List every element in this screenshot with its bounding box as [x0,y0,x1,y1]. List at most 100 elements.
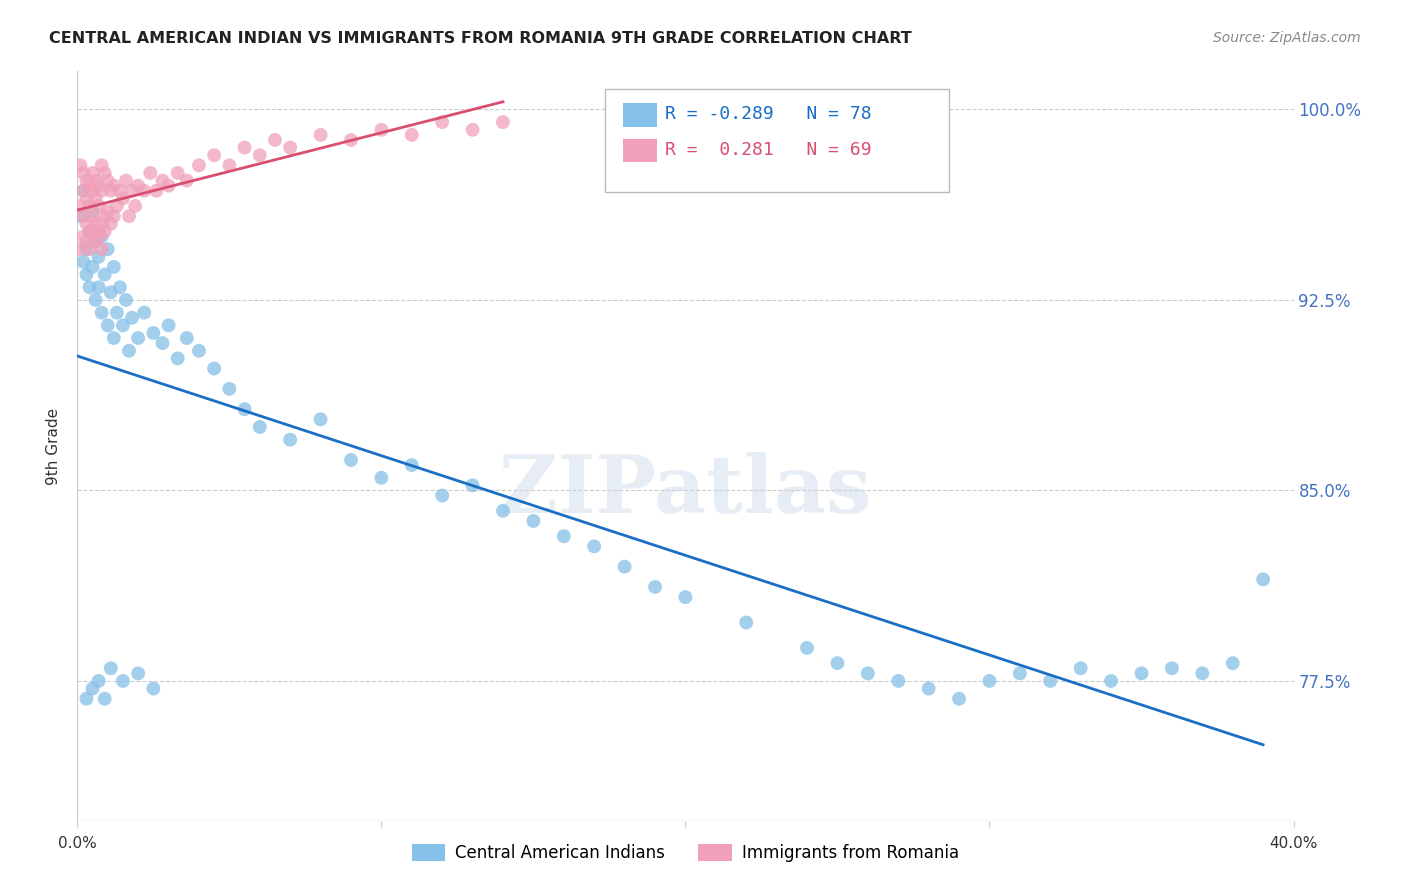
Point [103,209,125,223]
Point [1161,661,1184,675]
Point [188,343,211,358]
Point [75,242,97,256]
Point [278,433,301,447]
Point [461,478,484,492]
Point [152,336,174,351]
Point [115,293,138,307]
Point [82,209,104,223]
Point [340,133,363,147]
Point [202,148,225,162]
Point [82,260,104,274]
Point [492,504,515,518]
Point [90,158,112,172]
Point [93,691,115,706]
Point [856,666,879,681]
Point [1251,572,1274,586]
Point [370,122,392,136]
Point [103,260,125,274]
Point [72,255,94,269]
Point [121,310,143,325]
Point [1039,673,1062,688]
Point [69,158,91,172]
Text: 40.0%: 40.0% [1270,836,1317,851]
Point [87,280,110,294]
Point [87,229,110,244]
Point [583,539,606,553]
Point [72,166,94,180]
Point [90,306,112,320]
Point [1191,666,1213,681]
Point [82,166,104,180]
Point [79,178,101,193]
Point [613,559,636,574]
Point [72,184,94,198]
Point [401,458,423,472]
Point [142,681,165,696]
Point [84,235,107,249]
Point [69,199,91,213]
Point [309,128,332,142]
Point [142,326,165,340]
Legend: Central American Indians, Immigrants from Romania: Central American Indians, Immigrants fro… [405,837,966,869]
Point [93,268,115,282]
Point [100,661,122,675]
Point [84,293,107,307]
Text: ZIPatlas: ZIPatlas [499,452,872,530]
Point [430,489,453,503]
Point [118,209,141,223]
Text: R =  0.281   N = 69: R = 0.281 N = 69 [665,141,872,159]
Point [108,184,131,198]
Point [233,402,256,417]
Text: 0.0%: 0.0% [58,836,97,851]
Point [1130,666,1153,681]
Point [309,412,332,426]
Point [249,420,271,434]
Point [139,166,162,180]
Point [176,173,198,187]
Point [97,173,120,187]
Point [644,580,666,594]
Point [370,471,392,485]
Point [827,656,849,670]
Point [176,331,198,345]
Point [84,217,107,231]
Point [124,199,146,213]
Point [75,235,97,249]
Point [103,331,125,345]
Point [121,184,143,198]
Point [97,204,120,219]
Point [90,217,112,231]
Point [87,673,110,688]
Point [90,242,112,256]
Point [75,268,97,282]
Point [111,673,134,688]
Point [87,178,110,193]
Point [69,209,91,223]
Point [97,242,120,256]
Point [72,229,94,244]
Point [278,140,301,154]
Point [82,204,104,219]
Point [249,148,271,162]
Point [118,343,141,358]
Point [75,691,97,706]
Point [218,382,240,396]
Point [82,184,104,198]
Point [105,306,128,320]
Point [430,115,453,129]
Point [492,115,515,129]
Point [100,285,122,300]
Point [134,184,156,198]
Point [82,224,104,238]
Point [90,229,112,244]
Point [103,178,125,193]
Point [796,640,818,655]
Point [79,199,101,213]
Point [1222,656,1244,670]
Point [79,224,101,238]
Point [218,158,240,172]
Point [202,361,225,376]
Point [82,681,104,696]
Point [127,331,149,345]
Point [918,681,941,696]
